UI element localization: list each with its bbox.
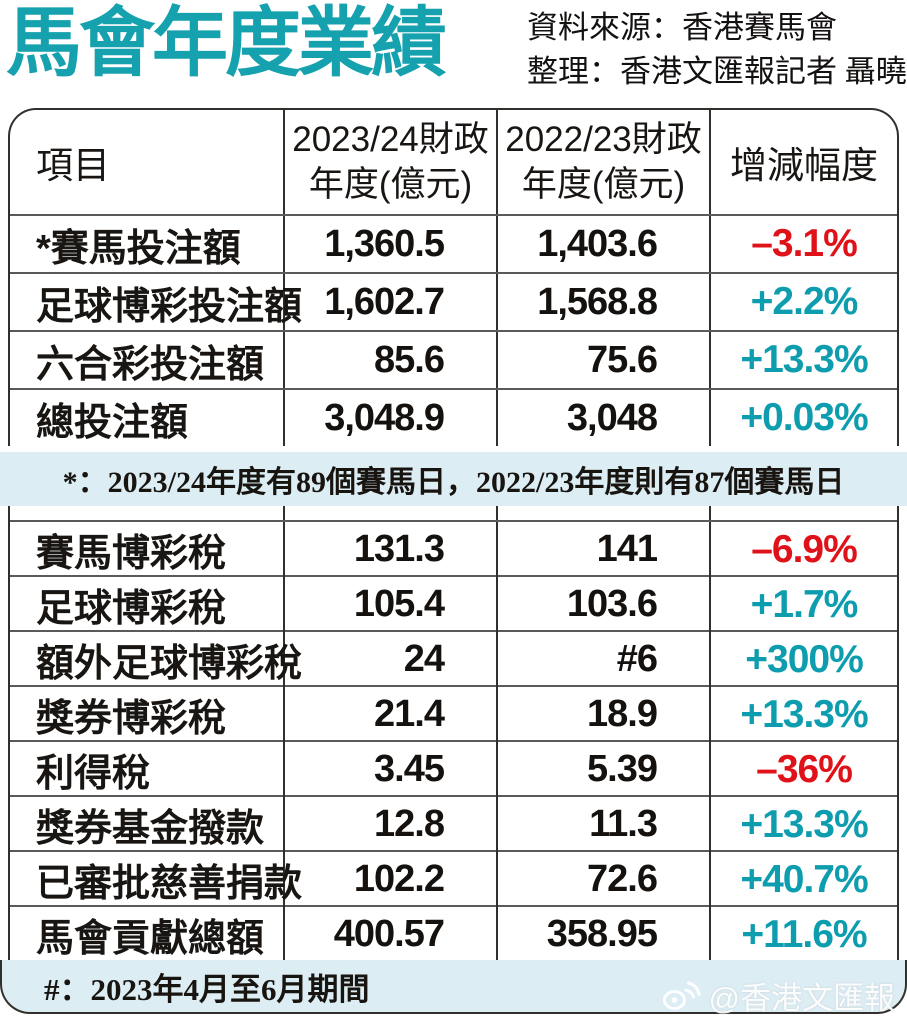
watermark-handle: @香港文匯報: [708, 981, 895, 1016]
value-fy2324: 24: [285, 632, 498, 687]
tax-contribution-section: 賽馬博彩稅 131.3 141 –6.9% 足球博彩稅 105.4 103.6 …: [8, 506, 899, 962]
source-credit: 資料來源：香港賽馬會 整理：香港文匯報記者 聶曉輝: [527, 6, 907, 94]
table-row: 利得稅 3.45 5.39 –36%: [10, 740, 897, 797]
value-fy2223: 11.3: [498, 797, 711, 852]
value-fy2223: 103.6: [498, 577, 711, 632]
change-value: –3.1%: [751, 222, 858, 265]
change-value: +2.2%: [750, 280, 859, 323]
table-row: 足球博彩投注額 1,602.7 1,568.8 +2.2%: [10, 272, 897, 330]
column-rule-spacer: [10, 506, 897, 520]
footnote-text: #：2023年4月至6月期間: [44, 971, 370, 1007]
table-row: 總投注額 3,048.9 3,048 +0.03%: [10, 388, 897, 446]
row-label: 額外足球博彩稅: [10, 632, 302, 687]
table-row: 足球博彩稅 105.4 103.6 +1.7%: [10, 575, 897, 632]
watermark: @香港文匯報: [661, 973, 895, 1018]
change-value: –6.9%: [751, 527, 858, 571]
editor-line: 整理：香港文匯報記者 聶曉輝: [527, 54, 907, 90]
betting-turnover-section: 項目 2023/24財政 年度(億元) 2022/23財政 年度(億元) 增減幅…: [8, 108, 899, 446]
table-row: 馬會貢獻總額 400.57 358.95 +11.6%: [10, 905, 897, 962]
row-label: 利得稅: [10, 742, 285, 797]
row-label: 足球博彩稅: [10, 577, 285, 632]
value-fy2223: 358.95: [498, 907, 711, 962]
value-fy2324: 21.4: [285, 687, 498, 742]
value-fy2223: 141: [498, 522, 711, 577]
value-fy2324: 12.8: [285, 797, 498, 852]
value-fy2223: 72.6: [498, 852, 711, 907]
row-label: *賽馬投注額: [10, 216, 285, 272]
row-label: 足球博彩投注額: [10, 274, 302, 330]
value-fy2324: 1,602.7: [285, 274, 498, 330]
table-row: 獎券基金撥款 12.8 11.3 +13.3%: [10, 795, 897, 852]
table-row: 已審批慈善捐款 102.2 72.6 +40.7%: [10, 850, 897, 907]
results-table: 項目 2023/24財政 年度(億元) 2022/23財政 年度(億元) 增減幅…: [0, 108, 907, 1016]
change-value: +1.7%: [750, 582, 859, 626]
value-fy2324: 105.4: [285, 577, 498, 632]
value-fy2223: #6: [498, 632, 711, 687]
header-fy2223-line1: 2022/23財政: [505, 119, 702, 159]
source-line: 資料來源：香港賽馬會: [527, 10, 837, 45]
change-value: +11.6%: [741, 912, 867, 956]
table-row: 獎券博彩稅 21.4 18.9 +13.3%: [10, 685, 897, 742]
spacer-cell: [498, 506, 711, 520]
row-label: 獎券博彩稅: [10, 687, 285, 742]
masthead: 馬會年度業績 資料來源：香港賽馬會 整理：香港文匯報記者 聶曉輝: [0, 0, 907, 108]
table-row: *賽馬投注額 1,360.5 1,403.6 –3.1%: [10, 214, 897, 272]
value-fy2324: 3,048.9: [285, 390, 498, 446]
spacer-cell: [285, 506, 498, 520]
change-value: +0.03%: [740, 396, 868, 439]
table-row: 賽馬博彩稅 131.3 141 –6.9%: [10, 520, 897, 577]
table-row: 額外足球博彩稅 24 #6 +300%: [10, 630, 897, 687]
table-row: 六合彩投注額 85.6 75.6 +13.3%: [10, 330, 897, 388]
row-label: 六合彩投注額: [10, 332, 285, 388]
raceday-note-band: *：2023/24年度有89個賽馬日，2022/23年度則有87個賽馬日: [0, 452, 907, 506]
change-value: +13.3%: [740, 692, 868, 736]
change-value: +300%: [745, 637, 864, 681]
value-fy2324: 3.45: [285, 742, 498, 797]
value-fy2223: 1,568.8: [498, 274, 711, 330]
header-fy2324-line2: 年度(億元): [308, 165, 473, 204]
value-fy2324: 131.3: [285, 522, 498, 577]
spacer-cell: [10, 506, 285, 520]
header-change: 增減幅度: [730, 145, 878, 186]
header-item: 項目: [10, 110, 285, 214]
value-fy2324: 102.2: [285, 852, 498, 907]
value-fy2223: 75.6: [498, 332, 711, 388]
change-value: +13.3%: [740, 802, 868, 846]
table-header-row: 項目 2023/24財政 年度(億元) 2022/23財政 年度(億元) 增減幅…: [10, 110, 897, 214]
row-label: 已審批慈善捐款: [10, 852, 302, 907]
header-fy2223-line2: 年度(億元): [521, 165, 686, 204]
value-fy2324: 85.6: [285, 332, 498, 388]
change-value: –36%: [756, 747, 853, 791]
value-fy2324: 1,360.5: [285, 216, 498, 272]
page-title: 馬會年度業績: [6, 1, 447, 86]
footnote-band: #：2023年4月至6月期間 @香港文匯報: [0, 960, 907, 1016]
value-fy2223: 3,048: [498, 390, 711, 446]
row-label: 馬會貢獻總額: [10, 907, 285, 962]
row-label: 獎券基金撥款: [10, 797, 285, 852]
header-fy2324: 2023/24財政 年度(億元): [285, 110, 498, 214]
change-value: +40.7%: [740, 857, 868, 901]
value-fy2223: 1,403.6: [498, 216, 711, 272]
value-fy2223: 18.9: [498, 687, 711, 742]
weibo-megaphone-icon: [661, 980, 701, 1012]
spacer-cell: [711, 506, 897, 520]
row-label: 賽馬博彩稅: [10, 522, 285, 577]
value-fy2324: 400.57: [285, 907, 498, 962]
header-fy2223: 2022/23財政 年度(億元): [498, 110, 711, 214]
header-fy2324-line1: 2023/24財政: [292, 119, 489, 159]
change-value: +13.3%: [740, 338, 868, 381]
value-fy2223: 5.39: [498, 742, 711, 797]
row-label: 總投注額: [10, 390, 285, 446]
